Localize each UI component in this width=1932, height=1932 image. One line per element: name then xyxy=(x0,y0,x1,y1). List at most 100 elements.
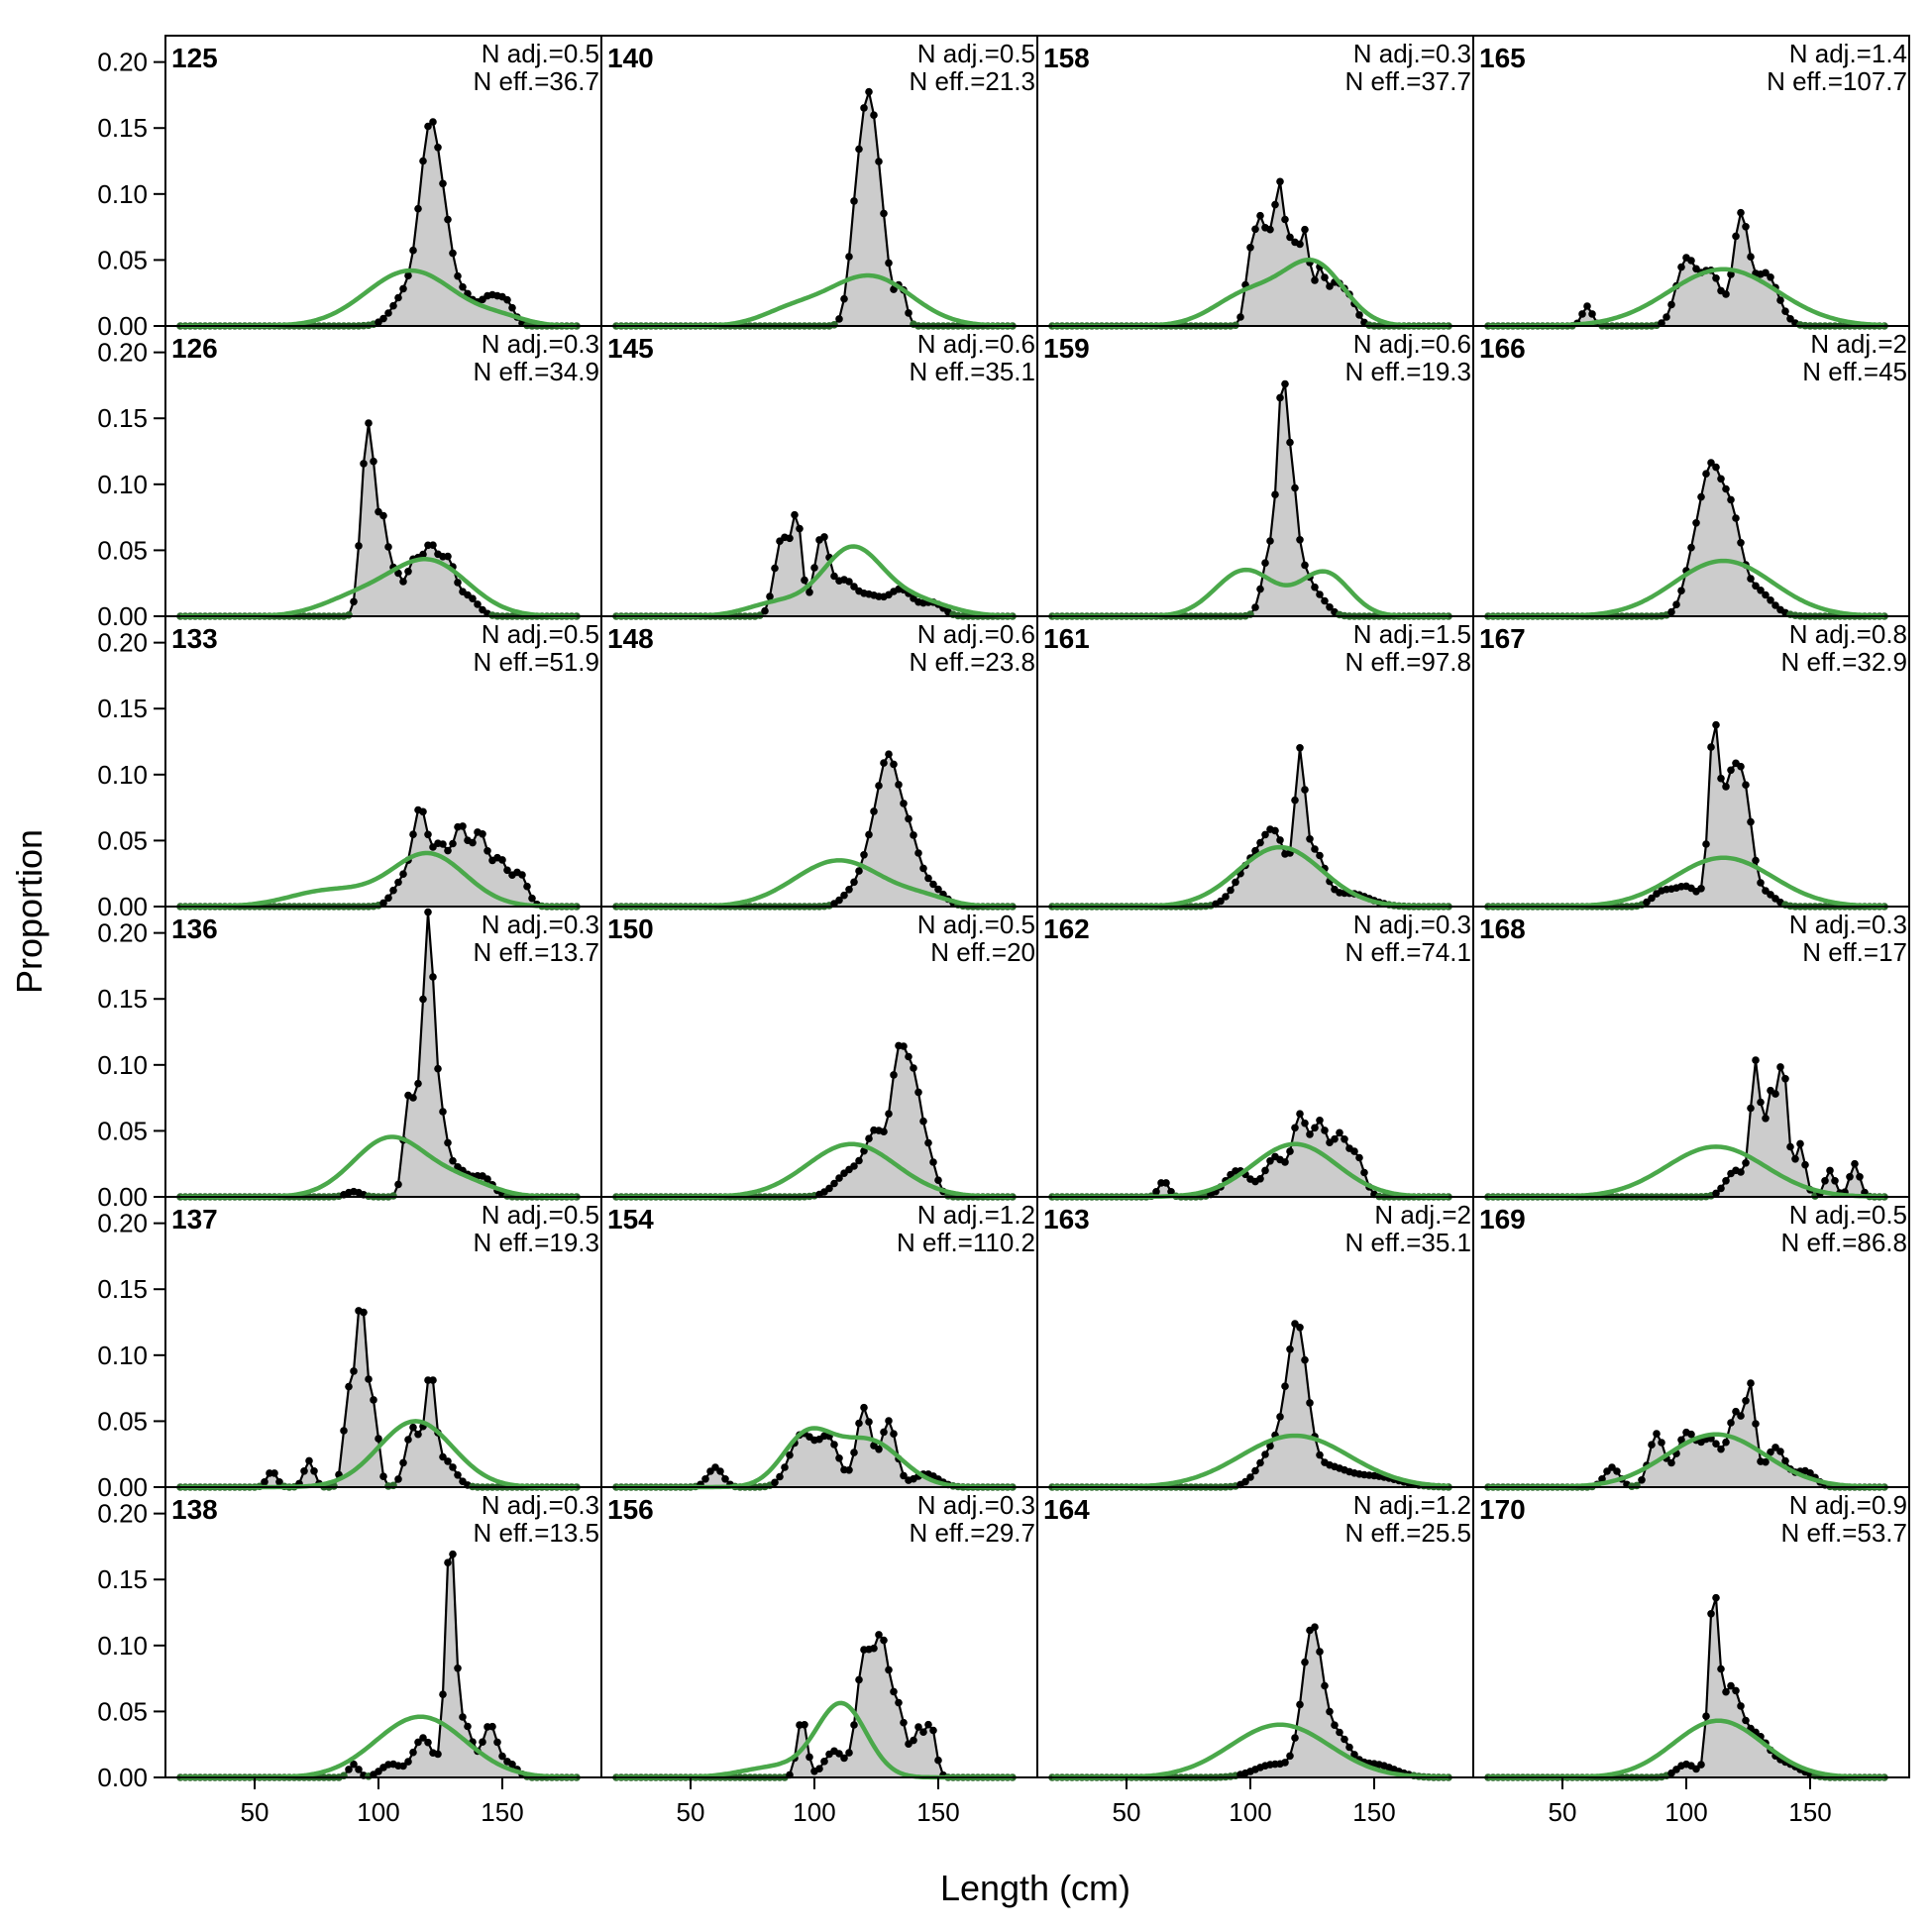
y-tick-label: 0.15 xyxy=(97,984,148,1014)
observed-point xyxy=(900,1471,908,1480)
observed-point xyxy=(1326,282,1334,290)
observed-point xyxy=(845,578,853,586)
observed-point xyxy=(855,145,863,154)
observed-point xyxy=(1796,1139,1804,1148)
observed-point xyxy=(1311,1124,1319,1132)
observed-point xyxy=(419,1734,427,1742)
n-adj-label: N adj.=0.8 xyxy=(1789,619,1907,649)
panel-id-label: 169 xyxy=(1479,1204,1526,1234)
observed-point xyxy=(1707,743,1715,751)
observed-point xyxy=(518,871,526,879)
observed-point xyxy=(1306,1130,1314,1138)
panel-159: 159 N adj.=0.6N eff.=19.3 xyxy=(1036,325,1474,620)
observed-point xyxy=(840,1754,848,1763)
observed-point xyxy=(375,1435,382,1443)
observed-line xyxy=(1052,1625,1449,1779)
observed-area xyxy=(1488,724,1884,907)
observed-point xyxy=(404,271,412,280)
panel-164: 164 N adj.=1.2N eff.=25.5 xyxy=(1036,1486,1474,1781)
observed-point xyxy=(464,1722,472,1731)
n-adj-label: N adj.=0.5 xyxy=(482,1200,599,1230)
panel-id-label: 125 xyxy=(171,43,218,73)
observed-point xyxy=(394,1475,402,1483)
observed-point xyxy=(1276,393,1284,402)
observed-point xyxy=(1712,1189,1720,1198)
observed-point xyxy=(1722,1438,1730,1447)
observed-point xyxy=(1692,519,1700,527)
observed-point xyxy=(840,891,848,900)
observed-point xyxy=(449,839,457,848)
observed-point xyxy=(766,592,774,600)
observed-area xyxy=(616,1407,1013,1487)
observed-point xyxy=(919,864,927,873)
observed-point xyxy=(1251,225,1259,234)
n-eff-label: N eff.=19.3 xyxy=(474,1228,599,1257)
observed-point xyxy=(454,579,462,587)
observed-point xyxy=(1776,1448,1784,1455)
observed-point xyxy=(1821,1177,1829,1185)
observed-point xyxy=(474,600,482,608)
observed-point xyxy=(399,578,407,586)
observed-point xyxy=(1767,1448,1774,1456)
panel-id-label: 150 xyxy=(607,913,654,944)
observed-point xyxy=(345,1766,353,1773)
observed-point xyxy=(1771,1090,1779,1098)
observed-point xyxy=(444,1138,452,1147)
observed-point xyxy=(914,1723,922,1731)
y-tick-label: 0.10 xyxy=(97,1631,148,1661)
observed-point xyxy=(1717,1445,1725,1453)
observed-point xyxy=(880,759,888,767)
observed-point xyxy=(340,1427,348,1435)
observed-point xyxy=(905,309,912,317)
observed-point xyxy=(845,886,853,894)
observed-point xyxy=(885,1110,893,1118)
observed-point xyxy=(1762,1115,1770,1123)
observed-point xyxy=(365,1375,373,1383)
x-tick-label: 50 xyxy=(1113,1797,1141,1827)
panel-id-label: 166 xyxy=(1479,333,1526,364)
observed-point xyxy=(1311,276,1319,284)
n-eff-label: N eff.=21.3 xyxy=(910,66,1035,96)
observed-point xyxy=(1742,1159,1750,1167)
observed-point xyxy=(1251,846,1259,855)
observed-point xyxy=(1350,1147,1358,1155)
observed-point xyxy=(910,831,917,839)
y-axis-title: Proportion xyxy=(9,829,50,994)
observed-point xyxy=(310,1467,318,1475)
observed-area xyxy=(180,1310,577,1487)
observed-point xyxy=(1648,894,1656,903)
observed-point xyxy=(414,1430,422,1439)
observed-point xyxy=(370,1396,377,1404)
observed-point xyxy=(1687,257,1695,265)
x-tick-label: 100 xyxy=(1664,1797,1707,1827)
n-eff-label: N eff.=25.5 xyxy=(1345,1518,1471,1548)
observed-point xyxy=(1781,1075,1789,1083)
observed-point xyxy=(439,1108,447,1116)
n-adj-label: N adj.=0.3 xyxy=(1353,910,1471,939)
observed-point xyxy=(1677,1436,1685,1445)
observed-point xyxy=(379,1472,387,1480)
observed-point xyxy=(1232,878,1239,887)
observed-point xyxy=(786,1450,794,1459)
observed-point xyxy=(498,1752,506,1761)
observed-point xyxy=(1752,1056,1760,1064)
observed-point xyxy=(523,882,531,891)
observed-point xyxy=(860,1146,868,1155)
observed-line xyxy=(1488,1597,1884,1779)
observed-point xyxy=(1301,225,1309,234)
panel-id-label: 145 xyxy=(607,333,654,364)
observed-point xyxy=(1261,830,1269,839)
observed-point xyxy=(1291,483,1299,492)
y-tick-label: 0.00 xyxy=(97,1472,148,1502)
observed-point xyxy=(483,1175,491,1183)
observed-point xyxy=(439,840,447,848)
expected-line xyxy=(180,850,577,910)
observed-point xyxy=(1286,1752,1294,1761)
observed-point xyxy=(1281,379,1289,388)
observed-point xyxy=(781,1463,789,1471)
observed-point xyxy=(1786,315,1794,323)
panel-170: 170 N adj.=0.9N eff.=53.7 xyxy=(1472,1486,1910,1781)
observed-area xyxy=(616,1045,1013,1197)
n-adj-label: N adj.=2 xyxy=(1810,329,1907,359)
